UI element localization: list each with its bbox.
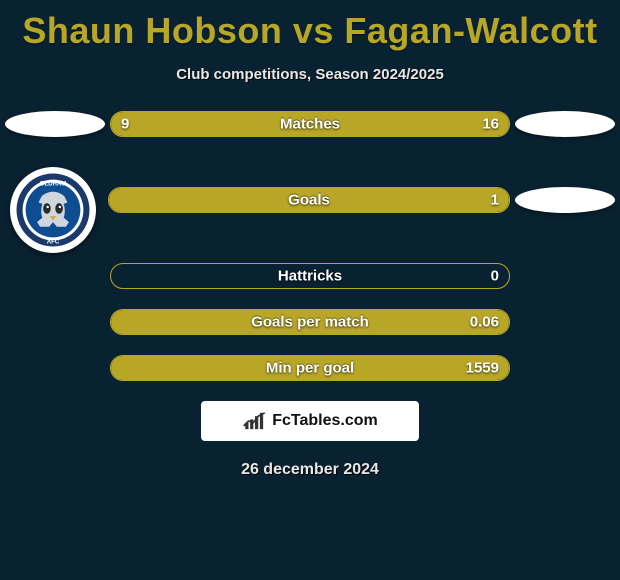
- val-right: 1: [491, 192, 499, 209]
- bar-label: Min per goal: [266, 360, 354, 377]
- svg-text:AFC: AFC: [47, 238, 60, 245]
- chart-icon: [242, 410, 268, 432]
- club-crest-left: OLDHAM AFC: [10, 167, 96, 253]
- page-subtitle: Club competitions, Season 2024/2025: [0, 66, 620, 83]
- stat-row-matches: 9 Matches 16: [0, 111, 620, 137]
- team-pill-left: [5, 111, 105, 137]
- team-pill-right: [515, 187, 615, 213]
- page-title: Shaun Hobson vs Fagan-Walcott: [0, 0, 620, 52]
- brand-badge: FcTables.com: [201, 401, 419, 441]
- stat-row-hattricks: Hattricks 0: [0, 263, 620, 289]
- val-left: 9: [121, 116, 129, 133]
- bar-label: Matches: [280, 116, 340, 133]
- stats-area: 9 Matches 16 OLDHAM AFC: [0, 111, 620, 381]
- brand-text: FcTables.com: [272, 412, 378, 430]
- val-right: 0.06: [470, 314, 499, 331]
- bar-matches: 9 Matches 16: [110, 111, 510, 137]
- bar-mpg: Min per goal 1559: [110, 355, 510, 381]
- bar-label: Goals: [288, 192, 330, 209]
- bar-fill-left: [111, 112, 254, 136]
- val-right: 16: [482, 116, 499, 133]
- date-text: 26 december 2024: [0, 461, 620, 479]
- val-right: 1559: [466, 360, 499, 377]
- stat-row-mpg: Min per goal 1559: [0, 355, 620, 381]
- stat-row-goals: OLDHAM AFC Goals 1: [0, 157, 620, 243]
- bar-label: Goals per match: [251, 314, 369, 331]
- bar-goals: Goals 1: [108, 187, 510, 213]
- val-right: 0: [491, 268, 499, 285]
- crest-icon: OLDHAM AFC: [15, 172, 91, 248]
- bar-gpm: Goals per match 0.06: [110, 309, 510, 335]
- bar-hattricks: Hattricks 0: [110, 263, 510, 289]
- stat-row-gpm: Goals per match 0.06: [0, 309, 620, 335]
- svg-text:OLDHAM: OLDHAM: [40, 181, 67, 188]
- bar-label: Hattricks: [278, 268, 342, 285]
- team-pill-right: [515, 111, 615, 137]
